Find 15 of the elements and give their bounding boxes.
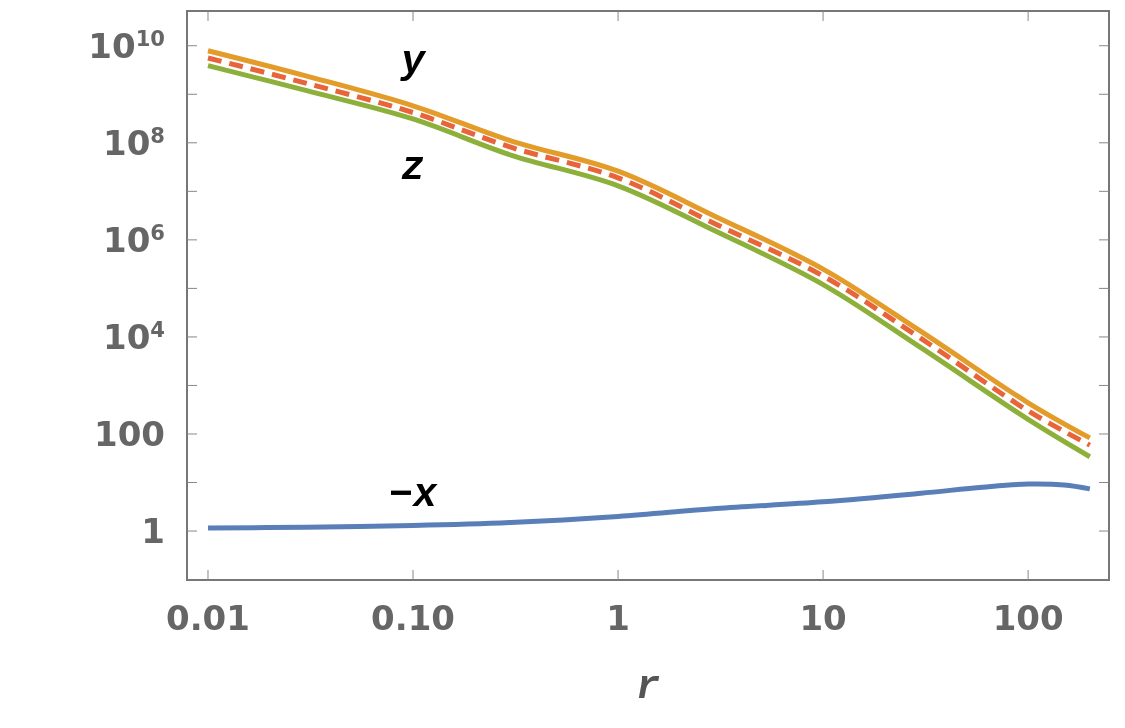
- series-label: y: [400, 39, 428, 85]
- y-tick-label: 100: [94, 413, 165, 454]
- x-tick-label: 0.10: [371, 598, 455, 638]
- series-label: z: [401, 145, 426, 191]
- x-tick-label: 1: [606, 598, 630, 638]
- y-tick-label: 1: [141, 511, 165, 552]
- y-tick-label: 10$^{4}$: [103, 316, 165, 357]
- x-tick-label: 10: [799, 598, 847, 638]
- x-tick-label: 0.01: [166, 598, 250, 638]
- y-tick-label: 10$^{10}$: [88, 25, 165, 66]
- y-tick-label: 10$^{6}$: [103, 219, 165, 260]
- series-label: −x: [389, 472, 439, 518]
- x-tick-label: 100: [992, 598, 1064, 638]
- y-tick-label: 10$^{8}$: [103, 122, 165, 163]
- x-axis-title: r: [635, 665, 661, 710]
